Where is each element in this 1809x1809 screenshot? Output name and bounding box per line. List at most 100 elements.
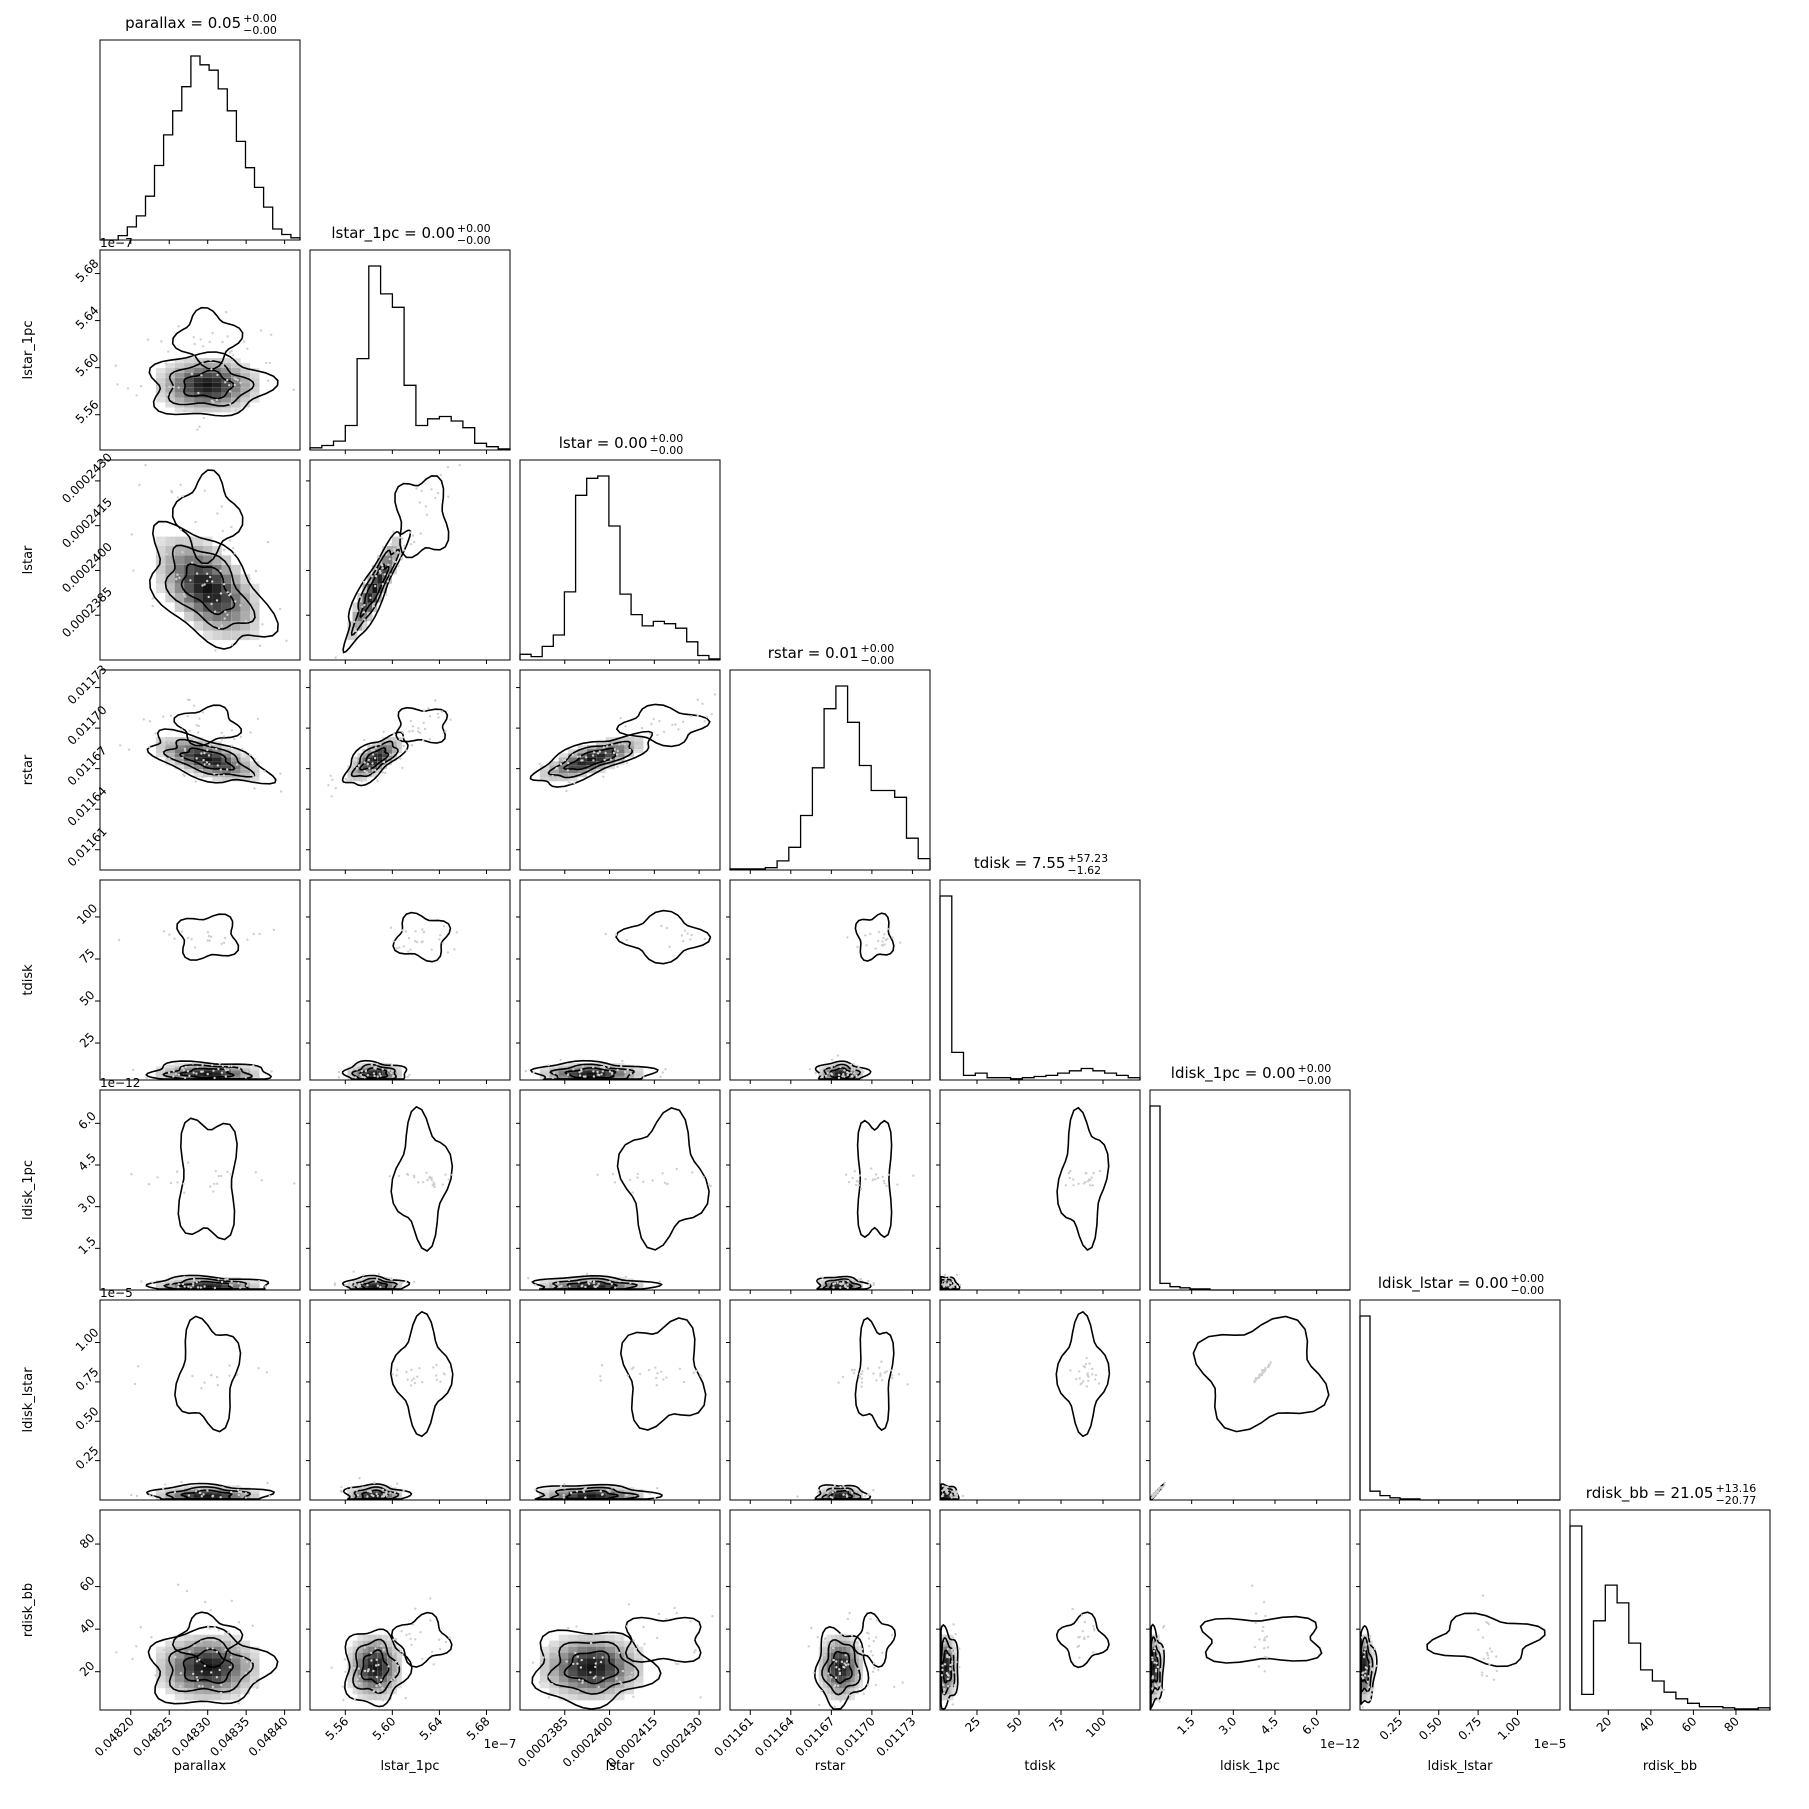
sample-point bbox=[330, 795, 333, 798]
density-cell bbox=[945, 1664, 949, 1671]
panel-frame bbox=[519, 1509, 721, 1711]
sample-point bbox=[846, 1283, 849, 1286]
sample-point bbox=[1086, 1374, 1090, 1378]
density-cell bbox=[193, 564, 203, 575]
density-cell bbox=[558, 1694, 569, 1701]
sample-point bbox=[860, 1372, 863, 1376]
density-cell bbox=[357, 1646, 363, 1653]
sample-point bbox=[186, 936, 190, 940]
density-cell bbox=[165, 1646, 175, 1653]
density-cell bbox=[586, 1495, 597, 1499]
density-cell bbox=[838, 1694, 843, 1701]
sample-point bbox=[214, 1697, 218, 1700]
sample-point bbox=[211, 331, 214, 335]
sample-point bbox=[1362, 1655, 1366, 1659]
sample-point bbox=[165, 553, 169, 556]
density-cell bbox=[250, 377, 260, 383]
sample-point bbox=[850, 1071, 853, 1074]
density-cell bbox=[250, 372, 260, 378]
sample-point bbox=[140, 1280, 143, 1283]
density-cell bbox=[854, 1670, 859, 1677]
sample-point bbox=[1078, 1656, 1081, 1659]
pair-panel-tdisk-ldisk_1pc bbox=[936, 1089, 1141, 1294]
density-cell bbox=[634, 1066, 644, 1070]
density-cell bbox=[221, 773, 232, 778]
sample-point bbox=[197, 724, 200, 728]
density-cell bbox=[605, 1694, 616, 1701]
sample-point bbox=[216, 764, 219, 767]
density-cell bbox=[203, 1490, 213, 1494]
density-cell bbox=[948, 1634, 952, 1641]
sample-point bbox=[941, 1668, 944, 1672]
sample-point bbox=[618, 1680, 621, 1684]
sample-point bbox=[943, 1488, 946, 1492]
density-cell bbox=[221, 1634, 232, 1641]
sample-point bbox=[835, 1666, 838, 1669]
density-cell bbox=[372, 1646, 378, 1653]
density-cell bbox=[624, 1075, 634, 1079]
sample-point bbox=[390, 1678, 393, 1682]
contour-line bbox=[341, 731, 409, 787]
sample-point bbox=[213, 772, 216, 775]
density-cell bbox=[165, 382, 175, 388]
sample-point bbox=[375, 567, 378, 571]
density-cell bbox=[596, 1682, 606, 1689]
x-tick-label: 0.50 bbox=[1416, 1714, 1445, 1743]
sample-point bbox=[661, 1172, 664, 1175]
density-cell bbox=[392, 1652, 397, 1659]
contour-line bbox=[171, 469, 244, 565]
density-cell bbox=[577, 1066, 587, 1070]
density-cell bbox=[240, 397, 251, 403]
sample-point bbox=[414, 1638, 417, 1641]
density-cell bbox=[387, 1071, 392, 1075]
density-cell bbox=[184, 1488, 194, 1492]
density-cell bbox=[165, 741, 175, 746]
sample-point bbox=[625, 938, 628, 942]
density-cell bbox=[858, 1670, 863, 1677]
density-cell bbox=[1369, 1682, 1373, 1689]
sample-point bbox=[421, 1657, 424, 1661]
density-cell bbox=[850, 1676, 855, 1683]
density-cell bbox=[941, 1646, 945, 1653]
sample-point bbox=[215, 1182, 219, 1185]
density-cell bbox=[231, 1485, 241, 1489]
sample-point bbox=[561, 759, 565, 762]
sample-point bbox=[409, 1384, 413, 1387]
sample-point bbox=[230, 359, 234, 362]
sample-point bbox=[186, 1070, 190, 1073]
panel-frame bbox=[729, 669, 931, 871]
sample-point bbox=[413, 1381, 416, 1385]
density-cell bbox=[850, 1688, 855, 1695]
density-cell bbox=[165, 745, 175, 750]
density-cell bbox=[362, 611, 368, 622]
sample-point bbox=[415, 940, 419, 944]
sample-point bbox=[244, 1492, 248, 1495]
sample-point bbox=[1156, 1644, 1160, 1647]
density-cell bbox=[624, 1664, 634, 1671]
density-cell bbox=[382, 1064, 387, 1068]
x-offset-label: 1e−7 bbox=[484, 1737, 517, 1751]
contour-line bbox=[162, 738, 256, 778]
sample-point bbox=[185, 612, 189, 615]
contour-line bbox=[1055, 1611, 1110, 1669]
density-cell bbox=[367, 611, 373, 622]
density-cell bbox=[838, 1676, 843, 1683]
density-cell bbox=[1368, 1688, 1372, 1695]
sample-point bbox=[1256, 1377, 1260, 1380]
density-cell bbox=[212, 1682, 222, 1689]
histogram-line bbox=[1569, 1525, 1771, 1710]
sample-point bbox=[353, 627, 357, 631]
sample-point bbox=[214, 649, 217, 652]
sample-point bbox=[422, 721, 425, 725]
sample-point bbox=[220, 1280, 224, 1284]
sample-point bbox=[951, 1279, 954, 1283]
sample-point bbox=[358, 595, 362, 598]
sample-point bbox=[236, 1488, 240, 1492]
sample-point bbox=[589, 1641, 593, 1645]
density-cell bbox=[822, 1073, 827, 1077]
sample-point bbox=[412, 1280, 416, 1284]
sample-point bbox=[830, 1642, 833, 1645]
density-cell bbox=[568, 1652, 578, 1659]
sample-point bbox=[191, 1284, 195, 1287]
sample-point bbox=[859, 1645, 862, 1648]
